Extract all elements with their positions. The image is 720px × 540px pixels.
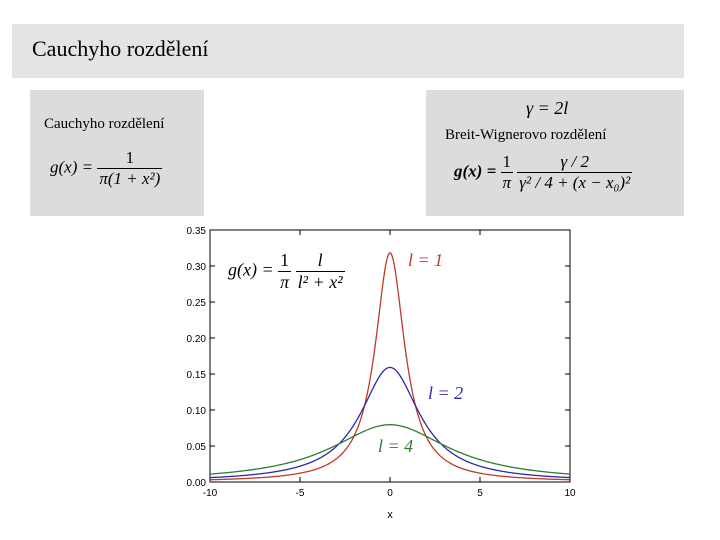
chart-formula-denominator-1: π — [280, 272, 290, 292]
series-label-l2: l = 2 — [428, 383, 463, 403]
cauchy-formula-numerator: 1 — [97, 148, 163, 169]
breit-wigner-box-title: Breit-Wignerovo rozdělení — [445, 127, 607, 143]
chart-formula-denominator-2: l² + x² — [297, 272, 343, 292]
y-tick-label: 0.25 — [187, 298, 207, 309]
series-curves — [209, 252, 571, 481]
series-line-l4 — [209, 424, 571, 475]
breit-wigner-denominator-1: π — [502, 173, 512, 192]
y-tick-label: 0.05 — [187, 442, 207, 453]
breit-wigner-formula-box: γ = 2l Breit-Wignerovo rozdělení g(x) = … — [426, 90, 684, 216]
breit-wigner-numerator-1: 1 — [500, 152, 514, 173]
breit-wigner-fraction-2: γ / 2 γ² / 4 + (x − x₀)² — [517, 152, 633, 193]
x-tick-label: -10 — [203, 488, 218, 499]
y-tick-label: 0.20 — [187, 334, 207, 345]
x-tick-label: 0 — [387, 488, 393, 499]
series-labels: l = 1 l = 2 l = 4 — [378, 250, 463, 456]
series-label-l4: l = 4 — [378, 436, 413, 456]
cauchy-formula-fraction: 1 π(1 + x²) — [97, 148, 163, 189]
series-label-l1: l = 1 — [408, 250, 443, 270]
y-tick-label: 0.10 — [187, 406, 207, 417]
y-tick-label: 0.30 — [187, 262, 207, 273]
y-tick-label: 0.15 — [187, 370, 207, 381]
cauchy-formula: g(x) = 1 π(1 + x²) — [50, 148, 163, 189]
header-bar: Cauchyho rozdělení — [12, 24, 684, 78]
x-tick-label: 5 — [477, 488, 483, 499]
chart-formula-lhs: g(x) = — [228, 259, 274, 280]
series-line-l1 — [209, 252, 571, 481]
x-tick-label: 10 — [564, 488, 576, 499]
axis-ticks: -10 -5 0 5 10 0.00 0.05 0.10 0.15 0.20 0.25 0.30 0.3… — [187, 226, 576, 499]
chart-formula-numerator-2: l — [295, 250, 345, 272]
cauchy-formula-lhs: g(x) = — [50, 157, 94, 177]
series-line-l2 — [209, 366, 571, 479]
cauchy-formula-denominator: π(1 + x²) — [99, 169, 161, 188]
breit-wigner-formula-lhs: g(x) = — [454, 161, 497, 181]
x-tick-label: -5 — [296, 488, 305, 499]
breit-wigner-fraction-1: 1 π — [500, 152, 514, 193]
chart-formula-fraction-2: l l² + x² — [295, 250, 345, 293]
page-title: Cauchyho rozdělení — [32, 36, 209, 61]
x-axis-label: x — [387, 509, 393, 521]
y-tick-label: 0.00 — [187, 478, 207, 489]
chart-formula-fraction-1: 1 π — [278, 250, 292, 293]
chart-formula: g(x) = 1 π l l² + x² — [228, 250, 345, 293]
breit-wigner-formula: g(x) = 1 π γ / 2 γ² / 4 + (x − x₀)² — [454, 152, 633, 193]
cauchy-formula-box: Cauchyho rozdělení g(x) = 1 π(1 + x²) — [30, 90, 204, 216]
breit-wigner-numerator-2: γ / 2 — [517, 152, 633, 173]
y-tick-label: 0.35 — [187, 226, 207, 237]
gamma-relation: γ = 2l — [526, 98, 569, 118]
breit-wigner-denominator-2: γ² / 4 + (x − x₀)² — [519, 173, 631, 192]
chart-formula-numerator-1: 1 — [278, 250, 292, 272]
cauchy-box-title: Cauchyho rozdělení — [44, 116, 165, 132]
